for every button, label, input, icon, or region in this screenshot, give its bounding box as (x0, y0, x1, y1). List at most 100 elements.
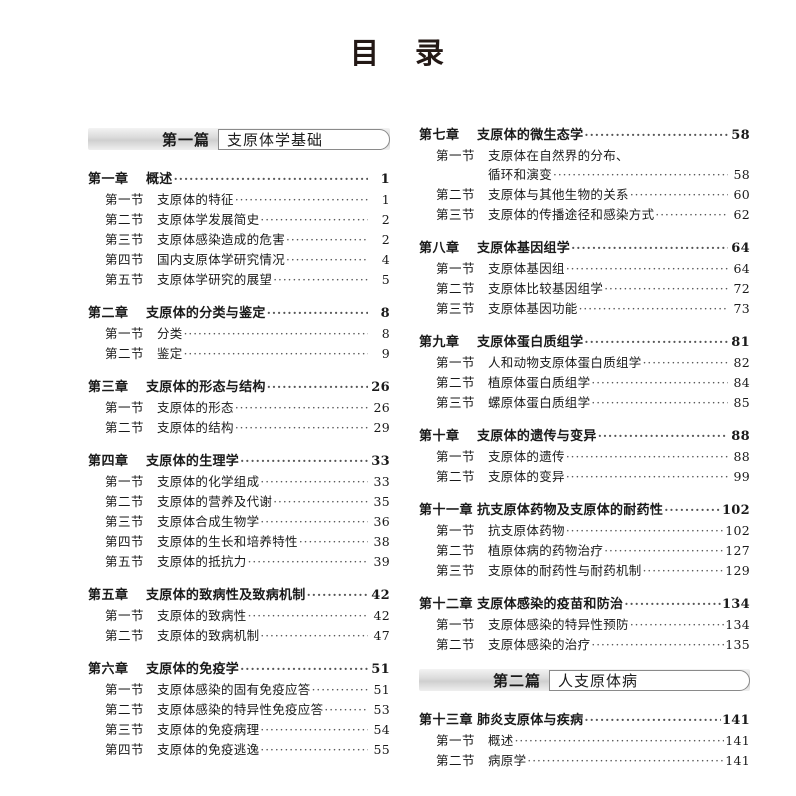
section-number: 第二节 (105, 346, 145, 361)
section-title: 人和动物支原体蛋白质组学 (488, 355, 642, 370)
section-number: 第一节 (105, 192, 145, 207)
toc-chapter-row[interactable]: 第三章 支原体的形态与结构····························… (88, 378, 390, 397)
page-number: 141 (725, 753, 750, 768)
chapter-block: 第七章支原体的微生态学·····························… (419, 126, 750, 225)
toc-chapter-row[interactable]: 第七章 支原体的微生态学·····························… (419, 126, 750, 145)
section-number: 第一节 (436, 148, 476, 163)
page-number: 134 (721, 597, 750, 612)
toc-section-row[interactable]: 第二节支原体感染的特异性免疫应答························… (88, 700, 390, 720)
section-title: 支原体与其他生物的关系 (488, 187, 629, 202)
leader-dots: ········································… (642, 564, 725, 578)
toc-section-row[interactable]: 第一节支原体的化学组成·····························… (88, 472, 390, 492)
chapter-number: 第十三章 (419, 713, 474, 728)
leader-dots: ········································… (234, 421, 368, 435)
page-number: 47 (373, 628, 390, 643)
toc-section-row[interactable]: 第三节支原体感染造成的危害···························… (88, 230, 390, 250)
toc-chapter-row[interactable]: 第十三章肺炎支原体与疾病····························… (419, 711, 750, 730)
toc-section-row[interactable]: 第二节支原体的致病机制·····························… (88, 626, 390, 646)
toc-section-row[interactable]: 第五节支原体学研究的展望····························… (88, 270, 390, 290)
leader-dots: ········································… (240, 662, 368, 676)
toc-section-row[interactable]: 第二节支原体比较基因组学····························… (419, 279, 750, 299)
toc-column-right: 第七章支原体的微生态学·····························… (398, 126, 796, 771)
toc-section-row[interactable]: 第四节支原体的生长和培养特性··························… (88, 532, 390, 552)
leader-dots: ········································… (571, 241, 728, 255)
toc-section-row[interactable]: 第三节支原体的传播途径和感染方式························… (419, 205, 750, 225)
leader-dots: ········································… (655, 208, 728, 222)
section-title: 支原体感染的固有免疫应答 (157, 682, 311, 697)
toc-section-row[interactable]: 第四节国内支原体学研究情况···························… (88, 250, 390, 270)
section-title: 支原体在自然界的分布、 (488, 148, 629, 163)
toc-section-row[interactable]: 第二节支原体的营养及代谢····························… (88, 492, 390, 512)
leader-dots: ········································… (324, 703, 368, 717)
section-title: 支原体感染造成的危害 (157, 232, 286, 247)
toc-section-row[interactable]: 第三节支原体的耐药性与耐药机制·························… (419, 561, 750, 581)
toc-section-row[interactable]: 第一节支原体感染的特异性预防··························… (419, 615, 750, 635)
toc-chapter-row[interactable]: 第六章 支原体的免疫学······························… (88, 660, 390, 679)
toc-chapter-row[interactable]: 第十一章抗支原体药物及支原体的耐药性······················… (419, 501, 750, 520)
toc-section-row[interactable]: 第一节 抗支原体药物 ·······························… (419, 521, 750, 541)
toc-chapter-row[interactable]: 第四章 支原体的生理学······························… (88, 452, 390, 471)
toc-chapter-row[interactable]: 第十二章支原体感染的疫苗和防治·························… (419, 595, 750, 614)
toc-section-row[interactable]: 第一节 分类 ···································… (88, 324, 390, 344)
toc-section-row[interactable]: 第一节 支原体基因组 ·······························… (419, 259, 750, 279)
section-number: 第一节 (436, 355, 476, 370)
leader-dots: ········································… (604, 544, 725, 558)
toc-section-row[interactable]: 第五节支原体的抵抗力······························… (88, 552, 390, 572)
toc-section-row[interactable]: 第一节支原体的形态·······························… (88, 398, 390, 418)
toc-chapter-row[interactable]: 第八章 支原体基因组学 ······························… (419, 239, 750, 258)
leader-dots: ········································… (604, 282, 728, 296)
toc-section-row[interactable]: 第二节 支原体的变异 ·······························… (419, 467, 750, 487)
page-number: 54 (373, 722, 390, 737)
toc-section-row[interactable]: 第一节人和动物支原体蛋白质组学·························… (419, 353, 750, 373)
leader-dots: ········································… (260, 515, 368, 529)
leader-dots: ········································… (173, 172, 368, 186)
page-number: 72 (733, 281, 750, 296)
section-title: 支原体感染的特异性免疫应答 (157, 702, 324, 717)
page-number: 26 (371, 380, 390, 395)
toc-chapter-row[interactable]: 第九章 支原体蛋白质组学·····························… (419, 333, 750, 352)
part-banner: 第一篇 支原体学基础 (88, 128, 390, 150)
section-number: 第三节 (105, 514, 145, 529)
leader-dots: ········································… (629, 618, 724, 632)
toc-section-row[interactable]: 第二节植原体蛋白质组学·····························… (419, 373, 750, 393)
leader-dots: ········································… (527, 754, 724, 768)
toc-section-row[interactable]: 第一节支原体的特征·······························… (88, 190, 390, 210)
chapter-number: 第十章 (419, 429, 460, 444)
part-label: 第二篇 (493, 671, 542, 690)
section-title: 支原体的形态 (157, 400, 234, 415)
toc-section-row[interactable]: 第一节 支原体的遗传 ·······························… (419, 447, 750, 467)
page-number: 39 (373, 554, 390, 569)
section-number: 第二节 (436, 543, 476, 558)
toc-chapter-row[interactable]: 第十章 支原体的遗传与变异····························… (419, 427, 750, 446)
section-title: 支原体感染的特异性预防 (488, 617, 629, 632)
toc-section-row[interactable]: 第一节支原体的致病性······························… (88, 606, 390, 626)
toc-section-row[interactable]: 第一节支原体感染的固有免疫应答·························… (88, 680, 390, 700)
toc-section-row[interactable]: 第四节支原体的免疫逃逸·····························… (88, 740, 390, 760)
toc-section-row[interactable]: 第三节支原体合成生物学·····························… (88, 512, 390, 532)
leader-dots: ········································… (578, 302, 728, 316)
toc-chapter-row[interactable]: 第五章 支原体的致病性及致病机制·························… (88, 586, 390, 605)
chapter-number: 第五章 (88, 588, 129, 603)
toc-section-row[interactable]: 第二节 病原学 ··································… (419, 751, 750, 771)
toc-section-continuation-row[interactable]: 第一节循环和演变································… (419, 165, 750, 185)
toc-section-row[interactable]: 第三节 支原体基因功能 ······························… (419, 299, 750, 319)
toc-section-row[interactable]: 第二节支原体与其他生物的关系··························… (419, 185, 750, 205)
toc-section-row[interactable]: 第三节螺原体蛋白质组学·····························… (419, 393, 750, 413)
toc-section-row[interactable]: 第一节 支原体在自然界的分布、 (419, 146, 750, 165)
toc-section-row[interactable]: 第二节支原体的结构·······························… (88, 418, 390, 438)
chapter-title: 支原体的致病性及致病机制 (146, 588, 306, 603)
page-number: 2 (381, 232, 390, 247)
toc-column-left: 第一篇 支原体学基础 第一章 概述 ··························… (0, 126, 398, 771)
leader-dots: ········································… (591, 638, 724, 652)
toc-chapter-row[interactable]: 第二章 支原体的分类与鉴定····························… (88, 304, 390, 323)
leader-dots: ········································… (584, 335, 728, 349)
toc-section-row[interactable]: 第三节支原体的免疫病理·····························… (88, 720, 390, 740)
toc-section-row[interactable]: 第二节 鉴定 ···································… (88, 344, 390, 364)
toc-section-row[interactable]: 第二节支原体学发展简史·····························… (88, 210, 390, 230)
toc-section-row[interactable]: 第一节 概述 ···································… (419, 731, 750, 751)
toc-section-row[interactable]: 第二节支原体感染的治疗·····························… (419, 635, 750, 655)
part-label: 第一篇 (162, 130, 211, 149)
toc-chapter-row[interactable]: 第一章 概述 ···································… (88, 170, 390, 189)
page-number: 60 (733, 187, 750, 202)
toc-section-row[interactable]: 第二节植原体病的药物治疗····························… (419, 541, 750, 561)
